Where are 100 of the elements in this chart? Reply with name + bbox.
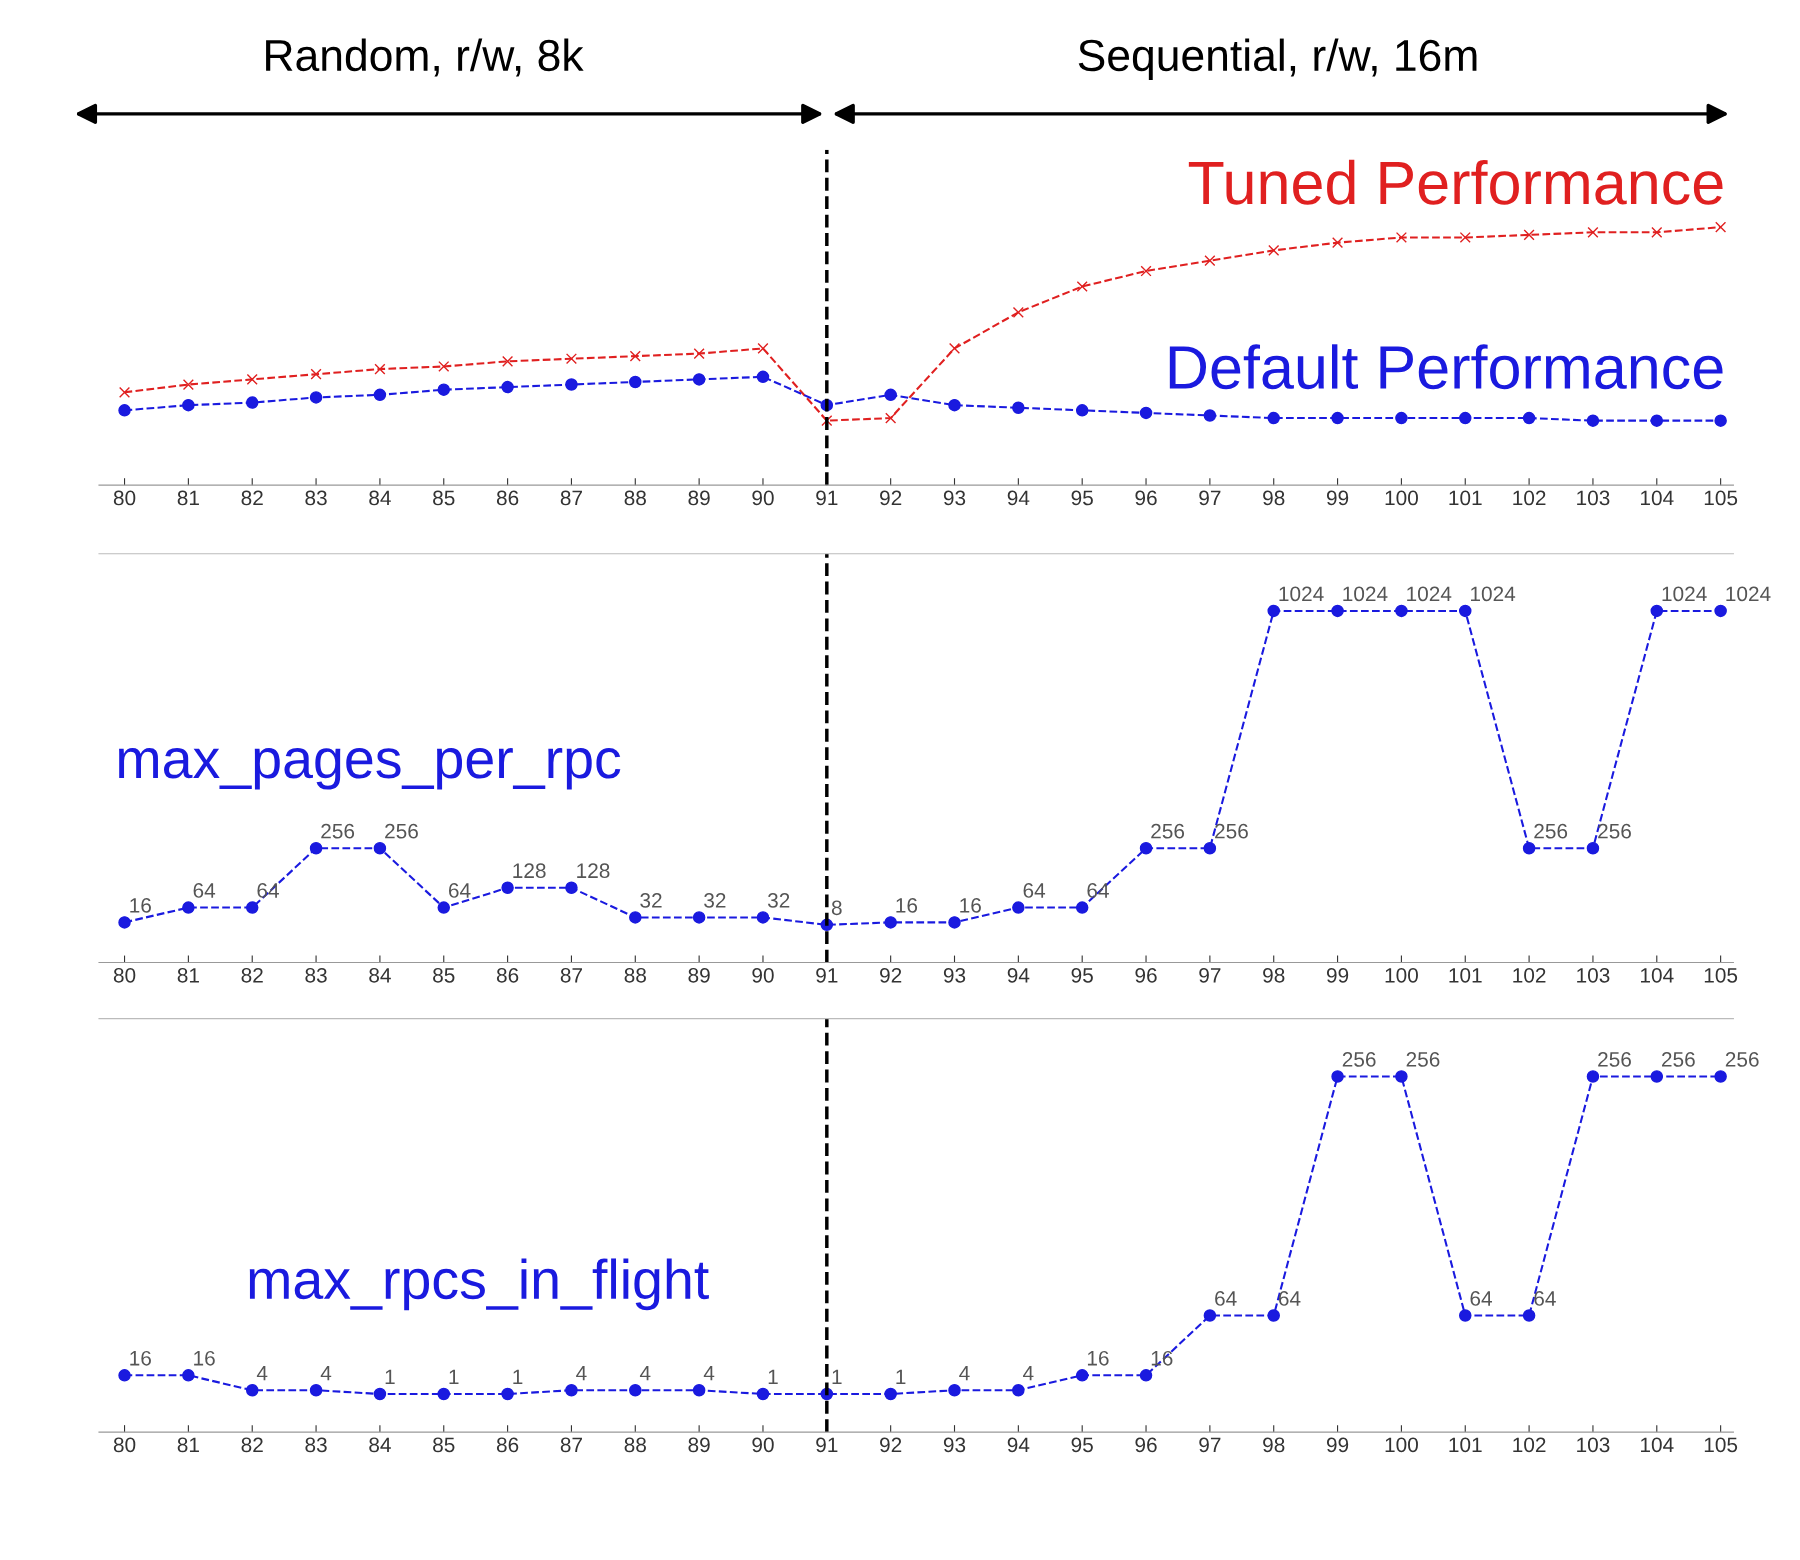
x-tick-label: 87 [560, 490, 582, 506]
data-label: 1 [896, 1369, 906, 1385]
data-label: 256 [1215, 823, 1248, 839]
data-label: 32 [704, 893, 726, 908]
x-tick-label: 101 [1449, 490, 1482, 506]
data-label: 1024 [1407, 586, 1452, 602]
data-label: 64 [1534, 1291, 1556, 1306]
data-label: 128 [577, 863, 610, 879]
x-tick-label: 99 [1326, 490, 1349, 506]
x-tick-label: 96 [1135, 967, 1157, 983]
x-tick-label: 100 [1385, 967, 1418, 983]
point [1012, 306, 1024, 318]
point [118, 386, 131, 398]
point [1587, 226, 1599, 238]
point [118, 916, 131, 929]
data-label: 4 [639, 1366, 651, 1381]
point [1522, 411, 1536, 425]
series-label: max_rpcs_in_flight [249, 1258, 709, 1311]
point [1331, 1070, 1344, 1083]
data-label: 64 [1215, 1291, 1237, 1306]
data-label: 1024 [1471, 586, 1516, 602]
point [373, 1387, 387, 1401]
point [1586, 1070, 1600, 1083]
point [373, 388, 387, 402]
point [884, 916, 897, 929]
x-tick-label: 95 [1071, 967, 1093, 983]
x-tick-label: 92 [880, 1437, 902, 1453]
point [1714, 604, 1727, 618]
point [438, 360, 450, 373]
x-tick-label: 104 [1641, 1437, 1674, 1453]
point [565, 1383, 578, 1397]
data-label: 16 [130, 1350, 151, 1366]
point [1267, 1309, 1280, 1322]
text: Sequential, r/w, 16m [1078, 38, 1477, 80]
point [629, 375, 642, 389]
point [437, 1387, 451, 1401]
x-tick-label: 82 [241, 490, 263, 506]
x-tick-label: 100 [1385, 490, 1418, 506]
x-tick-label: 87 [560, 1437, 582, 1453]
point [1714, 1070, 1727, 1083]
data-label: 1024 [1726, 586, 1771, 602]
point [182, 901, 195, 914]
point [1203, 409, 1217, 422]
x-tick-label: 89 [688, 967, 710, 983]
point [1651, 226, 1663, 238]
point [182, 378, 194, 391]
point [246, 373, 258, 385]
point [310, 368, 322, 380]
series-label: Tuned Performance [1188, 159, 1723, 205]
point [374, 363, 386, 375]
x-tick-label: 98 [1263, 490, 1285, 506]
data-label: 8 [831, 900, 842, 916]
point [1204, 255, 1216, 267]
data-label: 16 [896, 897, 918, 913]
x-tick-label: 85 [433, 967, 455, 983]
x-tick-label: 92 [880, 967, 902, 983]
point [885, 412, 897, 424]
data-label: 64 [1470, 1291, 1492, 1306]
x-tick-label: 86 [496, 490, 519, 506]
point [948, 916, 961, 929]
point [502, 355, 514, 367]
data-label: 1024 [1279, 586, 1324, 602]
x-tick-label: 86 [496, 1437, 519, 1453]
point [565, 353, 578, 365]
point [182, 1369, 195, 1382]
x-tick-label: 86 [496, 967, 519, 983]
point [692, 911, 706, 924]
x-tick-label: 99 [1326, 967, 1349, 983]
point [1203, 841, 1217, 855]
series-label: max_pages_per_rpc [119, 748, 621, 790]
text: Random, r/w, 8k [266, 38, 584, 77]
point [1458, 604, 1472, 618]
x-tick-label: 80 [113, 967, 136, 983]
x-tick-label: 99 [1326, 1437, 1349, 1453]
point [1331, 411, 1344, 425]
x-tick-label: 81 [177, 1437, 199, 1453]
x-tick-label: 92 [880, 490, 902, 506]
point [756, 1387, 770, 1401]
point [1650, 604, 1664, 618]
point [1586, 841, 1600, 855]
x-tick-label: 94 [1007, 967, 1030, 983]
x-tick-label: 105 [1704, 967, 1738, 983]
x-tick-label: 82 [241, 967, 263, 983]
point [1332, 237, 1344, 249]
point [948, 342, 961, 354]
point [1268, 244, 1280, 256]
x-tick-label: 103 [1577, 490, 1610, 506]
x-tick-label: 81 [177, 967, 199, 983]
x-tick-label: 104 [1641, 490, 1674, 506]
point [629, 350, 641, 362]
x-tick-label: 88 [624, 1437, 646, 1453]
series-label: Default Performance [1169, 344, 1723, 390]
point [1139, 1369, 1153, 1382]
point [501, 881, 514, 895]
point [948, 398, 961, 412]
data-label: 256 [1725, 1052, 1759, 1067]
x-tick-label: 89 [688, 490, 710, 506]
x-tick-label: 88 [624, 967, 646, 983]
x-tick-label: 82 [241, 1437, 263, 1453]
data-label: 256 [1598, 1052, 1631, 1067]
